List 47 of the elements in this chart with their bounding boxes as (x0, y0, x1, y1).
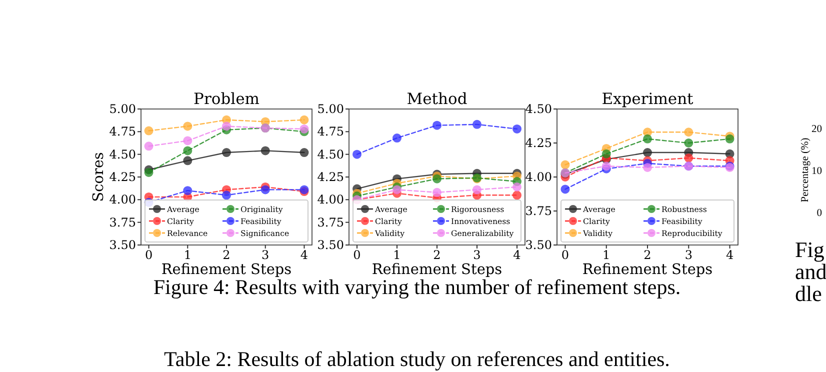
y-tick-label: 4.25 (525, 136, 552, 150)
x-tick-label: 2 (222, 248, 230, 262)
y-tick-label: 4.25 (109, 170, 136, 184)
y-tick-label: 4.00 (109, 192, 136, 207)
y-tick-label: 4.75 (109, 124, 136, 139)
x-tick-label: 0 (144, 248, 153, 262)
text: 0 (816, 208, 822, 219)
text: Percentage (%) (800, 137, 811, 202)
x-tick-label: 1 (393, 248, 401, 262)
y-tick-label: 5.00 (109, 102, 136, 116)
y-tick-label: 3.50 (525, 238, 552, 252)
x-axis-title: Refinement Steps (582, 262, 713, 278)
text: dle (795, 281, 822, 306)
y-tick-label: 4.00 (317, 192, 344, 207)
x-axis-title: Refinement Steps (372, 262, 502, 278)
x-tick-label: 1 (184, 248, 192, 262)
caption: Table 2: Results of ablation study on references and entities. (164, 347, 670, 371)
y-tick-label: 3.75 (317, 215, 344, 230)
x-tick-label: 4 (513, 248, 522, 262)
y-tick-label: 3.50 (317, 238, 344, 252)
y-tick-label: 3.75 (525, 204, 552, 218)
x-tick-label: 4 (300, 248, 308, 262)
y-axis-title: Scores (91, 152, 107, 202)
y-tick-label: 4.50 (525, 102, 552, 116)
y-tick-label: 4.25 (317, 170, 344, 184)
x-tick-label: 0 (353, 248, 361, 262)
text: 10 (812, 166, 822, 177)
chart-title: Problem (194, 90, 260, 108)
y-tick-label: 4.75 (317, 124, 344, 139)
x-tick-label: 4 (726, 248, 734, 262)
y-tick-label: 3.75 (109, 215, 136, 230)
x-tick-label: 2 (644, 248, 652, 262)
x-tick-label: 0 (561, 248, 570, 262)
x-tick-label: 3 (684, 248, 692, 262)
x-tick-label: 3 (262, 248, 270, 262)
x-tick-label: 1 (602, 248, 610, 262)
x-axis-title: Refinement Steps (161, 262, 292, 278)
x-tick-label: 2 (433, 248, 441, 262)
y-tick-label: 4.00 (525, 170, 552, 184)
text: 20 (812, 124, 822, 135)
chart-title: Experiment (602, 90, 694, 108)
x-tick-label: 3 (473, 248, 481, 262)
chart-title: Method (406, 90, 468, 108)
y-tick-label: 5.00 (317, 102, 344, 116)
y-tick-label: 4.50 (109, 147, 136, 162)
y-tick-label: 3.50 (109, 238, 136, 252)
y-tick-label: 4.50 (317, 147, 344, 162)
